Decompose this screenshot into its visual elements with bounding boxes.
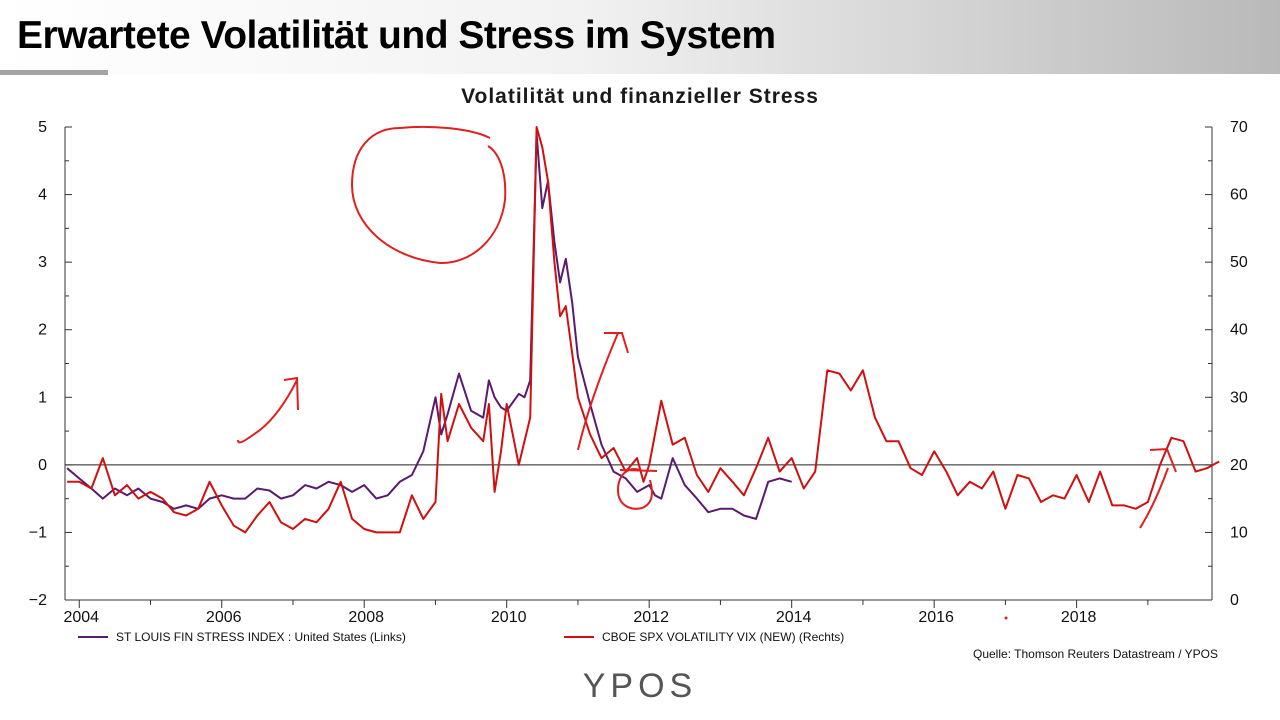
right-tick-label: 10	[1230, 524, 1248, 541]
stress-index-line	[66, 132, 792, 520]
legend: ST LOUIS FIN STRESS INDEX : United State…	[78, 630, 1238, 648]
x-tick-label: 2016	[918, 609, 954, 626]
left-tick-label: 4	[38, 187, 47, 204]
annotation-dot	[1004, 616, 1008, 620]
left-tick-label: 3	[38, 254, 47, 271]
right-tick-label: 30	[1230, 389, 1248, 406]
x-tick-label: 2012	[633, 609, 669, 626]
annotation-arrow-2011	[577, 332, 629, 451]
left-tick-label: −2	[29, 592, 47, 609]
x-tick-label: 2018	[1061, 609, 1097, 626]
right-tick-label: 50	[1230, 254, 1248, 271]
slide-title: Erwartete Volatilität und Stress im Syst…	[17, 14, 776, 57]
x-tick-label: 2008	[348, 609, 384, 626]
legend-item-stress: ST LOUIS FIN STRESS INDEX : United State…	[78, 630, 406, 644]
left-tick-label: 1	[38, 389, 47, 406]
header-band	[0, 0, 1280, 74]
legend-label-stress: ST LOUIS FIN STRESS INDEX : United State…	[116, 630, 406, 644]
right-tick-label: 0	[1230, 592, 1239, 609]
legend-swatch-stress	[78, 636, 108, 638]
ypos-logo: YPOS	[582, 667, 698, 705]
left-tick-label: 2	[38, 322, 47, 339]
left-tick-label: −1	[29, 524, 47, 541]
annotation-circle-peak	[350, 127, 507, 265]
left-tick-label: 5	[38, 119, 47, 136]
x-tick-label: 2014	[776, 609, 812, 626]
series-lines	[66, 126, 1220, 534]
right-tick-label: 20	[1230, 457, 1248, 474]
annotation-arrow-2006	[237, 376, 299, 444]
left-tick-label: 0	[38, 457, 47, 474]
legend-item-vix: CBOE SPX VOLATILITY VIX (NEW) (Rechts)	[564, 630, 844, 644]
right-tick-label: 60	[1230, 187, 1248, 204]
annotation-arrow-2019	[1139, 447, 1177, 529]
title-underline	[0, 70, 108, 75]
right-tick-label: 40	[1230, 322, 1248, 339]
annotation-circle-2012	[616, 468, 653, 510]
annotation-line-peak-top	[399, 125, 491, 139]
vix-line	[67, 126, 1220, 534]
legend-label-vix: CBOE SPX VOLATILITY VIX (NEW) (Rechts)	[602, 630, 845, 644]
chart-title: Volatilität und finanzieller Stress	[461, 85, 819, 108]
right-tick-label: 70	[1230, 119, 1248, 136]
x-tick-label: 2006	[206, 609, 242, 626]
annotation-line-2012	[619, 469, 658, 472]
source-note: Quelle: Thomson Reuters Datastream / YPO…	[973, 647, 1218, 661]
legend-swatch-vix	[564, 636, 594, 638]
hand-annotations	[237, 125, 1177, 620]
x-tick-label: 2004	[63, 609, 99, 626]
x-tick-label: 2010	[491, 609, 527, 626]
